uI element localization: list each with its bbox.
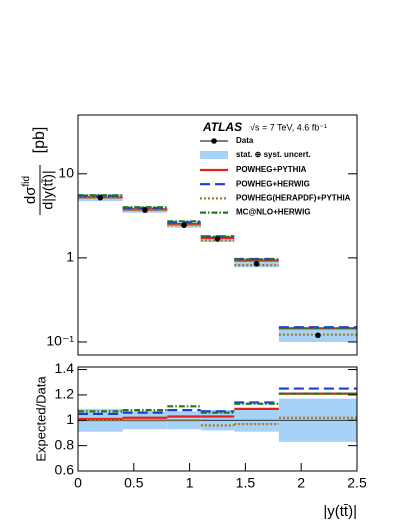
y-tick-label: 10⁻¹ [46,333,74,349]
y-tick-label: 1 [66,411,74,427]
y-tick-label: 1 [66,249,74,265]
y-label-unit: [pb] [31,127,48,154]
x-tick-label: 1 [186,475,194,491]
data-point [315,332,321,339]
data-point [181,222,187,228]
y-label-text: dσ [22,186,39,204]
legend-label: POWHEG+PYTHIA [236,165,307,174]
legend-data-marker [211,138,217,144]
x-tick-label: 0 [74,475,82,491]
y-label-sup: fid [21,176,32,187]
energy-label: √s = 7 TeV, 4.6 fb⁻¹ [250,122,327,132]
x-tick-label: 2.5 [347,475,367,491]
legend-label: MC@NLO+HERWIG [236,208,311,217]
y-tick-label: 0.8 [55,436,75,452]
y-tick-label: 1.4 [55,360,75,376]
plot-frame [77,366,358,472]
data-point [142,207,148,213]
y-label-denominator: d|y(tt̄)| [40,170,56,209]
y-label-numerator: dσfid [21,176,39,204]
plot-frame [77,114,358,356]
data-point [253,261,260,267]
y-tick-label: 1.2 [55,386,75,402]
x-axis-label: |y(tt̄)| [323,503,357,520]
data-point [214,236,221,242]
ratio-y-label: Expected/Data [33,376,48,462]
x-tick-label: 1.5 [236,475,256,491]
legend-label: stat. ⊕ syst. uncert. [236,150,311,159]
data-point [97,194,104,201]
legend-band [200,151,228,159]
legend-label: POWHEG(HERAPDF)+PYTHIA [236,194,351,203]
y-axis-label: dσfid d|y(tt̄)|[pb] [21,127,56,215]
legend-label: POWHEG+HERWIG [236,179,310,188]
legend-label: Data [236,136,254,145]
y-tick-label: 10 [58,164,74,180]
x-tick-label: 2 [297,475,305,491]
x-tick-label: 0.5 [124,475,144,491]
experiment-label: ATLAS [202,120,242,134]
y-tick-label: 0.6 [55,462,75,478]
